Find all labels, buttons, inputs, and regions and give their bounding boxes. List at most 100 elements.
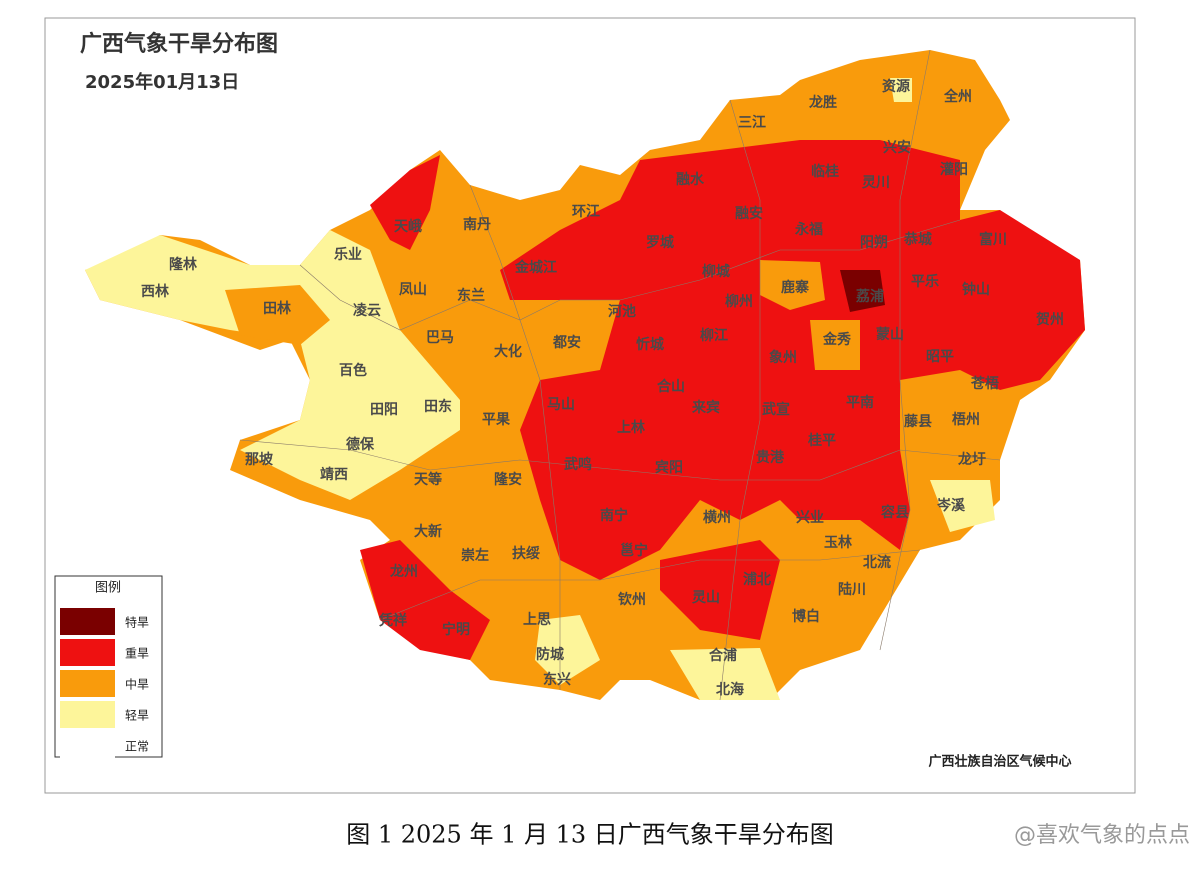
- county-label: 东兴: [543, 671, 571, 688]
- county-label: 柳江: [700, 327, 728, 344]
- region-severe: [660, 540, 780, 640]
- region-light: [85, 230, 460, 500]
- county-label: 昭平: [926, 349, 954, 365]
- county-label: 象州: [769, 349, 797, 366]
- county-label: 德保: [346, 436, 375, 453]
- region-severe: [360, 540, 490, 660]
- county-label: 金城江: [514, 259, 557, 276]
- county-label: 金秀: [822, 331, 852, 348]
- county-label: 融安: [735, 205, 763, 222]
- county-label: 田阳: [370, 402, 398, 418]
- county-label: 武鸣: [564, 456, 592, 473]
- county-label: 柳州: [725, 293, 753, 310]
- legend-label: 正常: [125, 740, 149, 754]
- county-label: 靖西: [320, 466, 348, 483]
- county-label: 忻城: [636, 336, 664, 353]
- county-label: 河池: [608, 303, 636, 320]
- county-label: 藤县: [904, 413, 932, 430]
- county-label: 凌云: [353, 302, 381, 319]
- county-label: 荔浦: [855, 288, 884, 305]
- legend-box: [54, 575, 163, 758]
- county-label: 宾阳: [655, 459, 683, 476]
- county-label: 恭城: [903, 231, 932, 248]
- county-label: 都安: [552, 334, 581, 351]
- county-label: 凤山: [399, 282, 427, 298]
- county-label: 蒙山: [876, 326, 904, 343]
- map-date: 2025年01月13日: [85, 71, 239, 93]
- county-label: 北海: [716, 681, 744, 698]
- county-label: 柳城: [702, 263, 730, 280]
- legend-label: 特旱: [125, 615, 149, 630]
- county-label: 隆安: [494, 471, 522, 488]
- county-label: 平果: [482, 412, 511, 428]
- county-label: 富川: [979, 231, 1007, 248]
- county-label: 陆川: [838, 582, 866, 598]
- legend-swatch: [60, 732, 115, 759]
- county-label: 崇左: [461, 547, 489, 564]
- county-label: 邕宁: [620, 542, 648, 559]
- county-label: 大新: [414, 523, 442, 540]
- county-label: 巴马: [426, 330, 454, 346]
- legend-label: 轻旱: [125, 709, 149, 723]
- county-label: 北流: [863, 554, 891, 571]
- county-label: 乐业: [334, 246, 362, 263]
- caption: 图 1 2025 年 1 月 13 日广西气象干旱分布图: [346, 821, 834, 849]
- legend-label: 重旱: [125, 647, 149, 661]
- legend-label: 中旱: [125, 677, 149, 692]
- county-label: 博白: [792, 608, 820, 625]
- county-label: 龙州: [389, 563, 418, 580]
- county-label: 阳朔: [860, 234, 888, 251]
- county-label: 南丹: [463, 216, 491, 233]
- county-label: 灵川: [862, 175, 890, 191]
- county-label: 三江: [738, 114, 766, 131]
- county-label: 上林: [617, 419, 645, 436]
- map: [85, 49, 1085, 701]
- boundary: [379, 549, 921, 621]
- county-label: 灌阳: [940, 161, 968, 178]
- county-label: 武宣: [762, 401, 790, 418]
- county-label: 苍梧: [970, 375, 999, 392]
- watermark: @喜欢气象的点点: [1014, 823, 1190, 848]
- county-label: 钦州: [618, 591, 646, 608]
- county-label: 鹿寨: [780, 279, 810, 296]
- source: 广西壮族自治区气候中心: [928, 754, 1071, 770]
- county-label: 桂平: [807, 432, 836, 449]
- region-severe: [500, 140, 1085, 580]
- region-severe: [370, 155, 440, 250]
- county-label: 岑溪: [937, 497, 966, 514]
- county-label: 罗城: [646, 234, 674, 251]
- county-label: 永福: [794, 221, 823, 238]
- region-light: [930, 480, 995, 532]
- region-moderate: [760, 260, 825, 310]
- county-label: 扶绥: [512, 545, 540, 562]
- county-label: 平南: [846, 394, 874, 411]
- county-label: 资源: [882, 78, 910, 95]
- region-light: [670, 648, 780, 700]
- county-label: 上思: [523, 612, 551, 628]
- boundary: [719, 99, 761, 701]
- county-label: 梧州: [952, 411, 980, 428]
- county-label: 天峨: [394, 218, 422, 235]
- boundary: [469, 184, 561, 690]
- county-label: 贵港: [756, 449, 785, 466]
- boundary: [299, 219, 961, 331]
- county-label: 南宁: [600, 507, 628, 524]
- county-label: 灵山: [692, 590, 720, 606]
- county-label: 凭祥: [378, 612, 407, 629]
- legend-swatch: [60, 670, 115, 697]
- county-label: 全州: [943, 88, 972, 105]
- county-label: 横州: [703, 509, 731, 526]
- region-light: [890, 78, 912, 102]
- county-label: 隆林: [169, 256, 197, 273]
- boundary: [239, 439, 1001, 481]
- county-label: 马山: [547, 397, 575, 413]
- county-label: 兴业: [796, 509, 824, 526]
- county-label: 田林: [263, 300, 291, 317]
- county-label: 融水: [676, 171, 705, 188]
- region-extreme: [840, 270, 885, 312]
- county-label: 环江: [572, 203, 600, 220]
- county-label: 田东: [424, 398, 452, 415]
- county-label: 浦北: [743, 571, 771, 588]
